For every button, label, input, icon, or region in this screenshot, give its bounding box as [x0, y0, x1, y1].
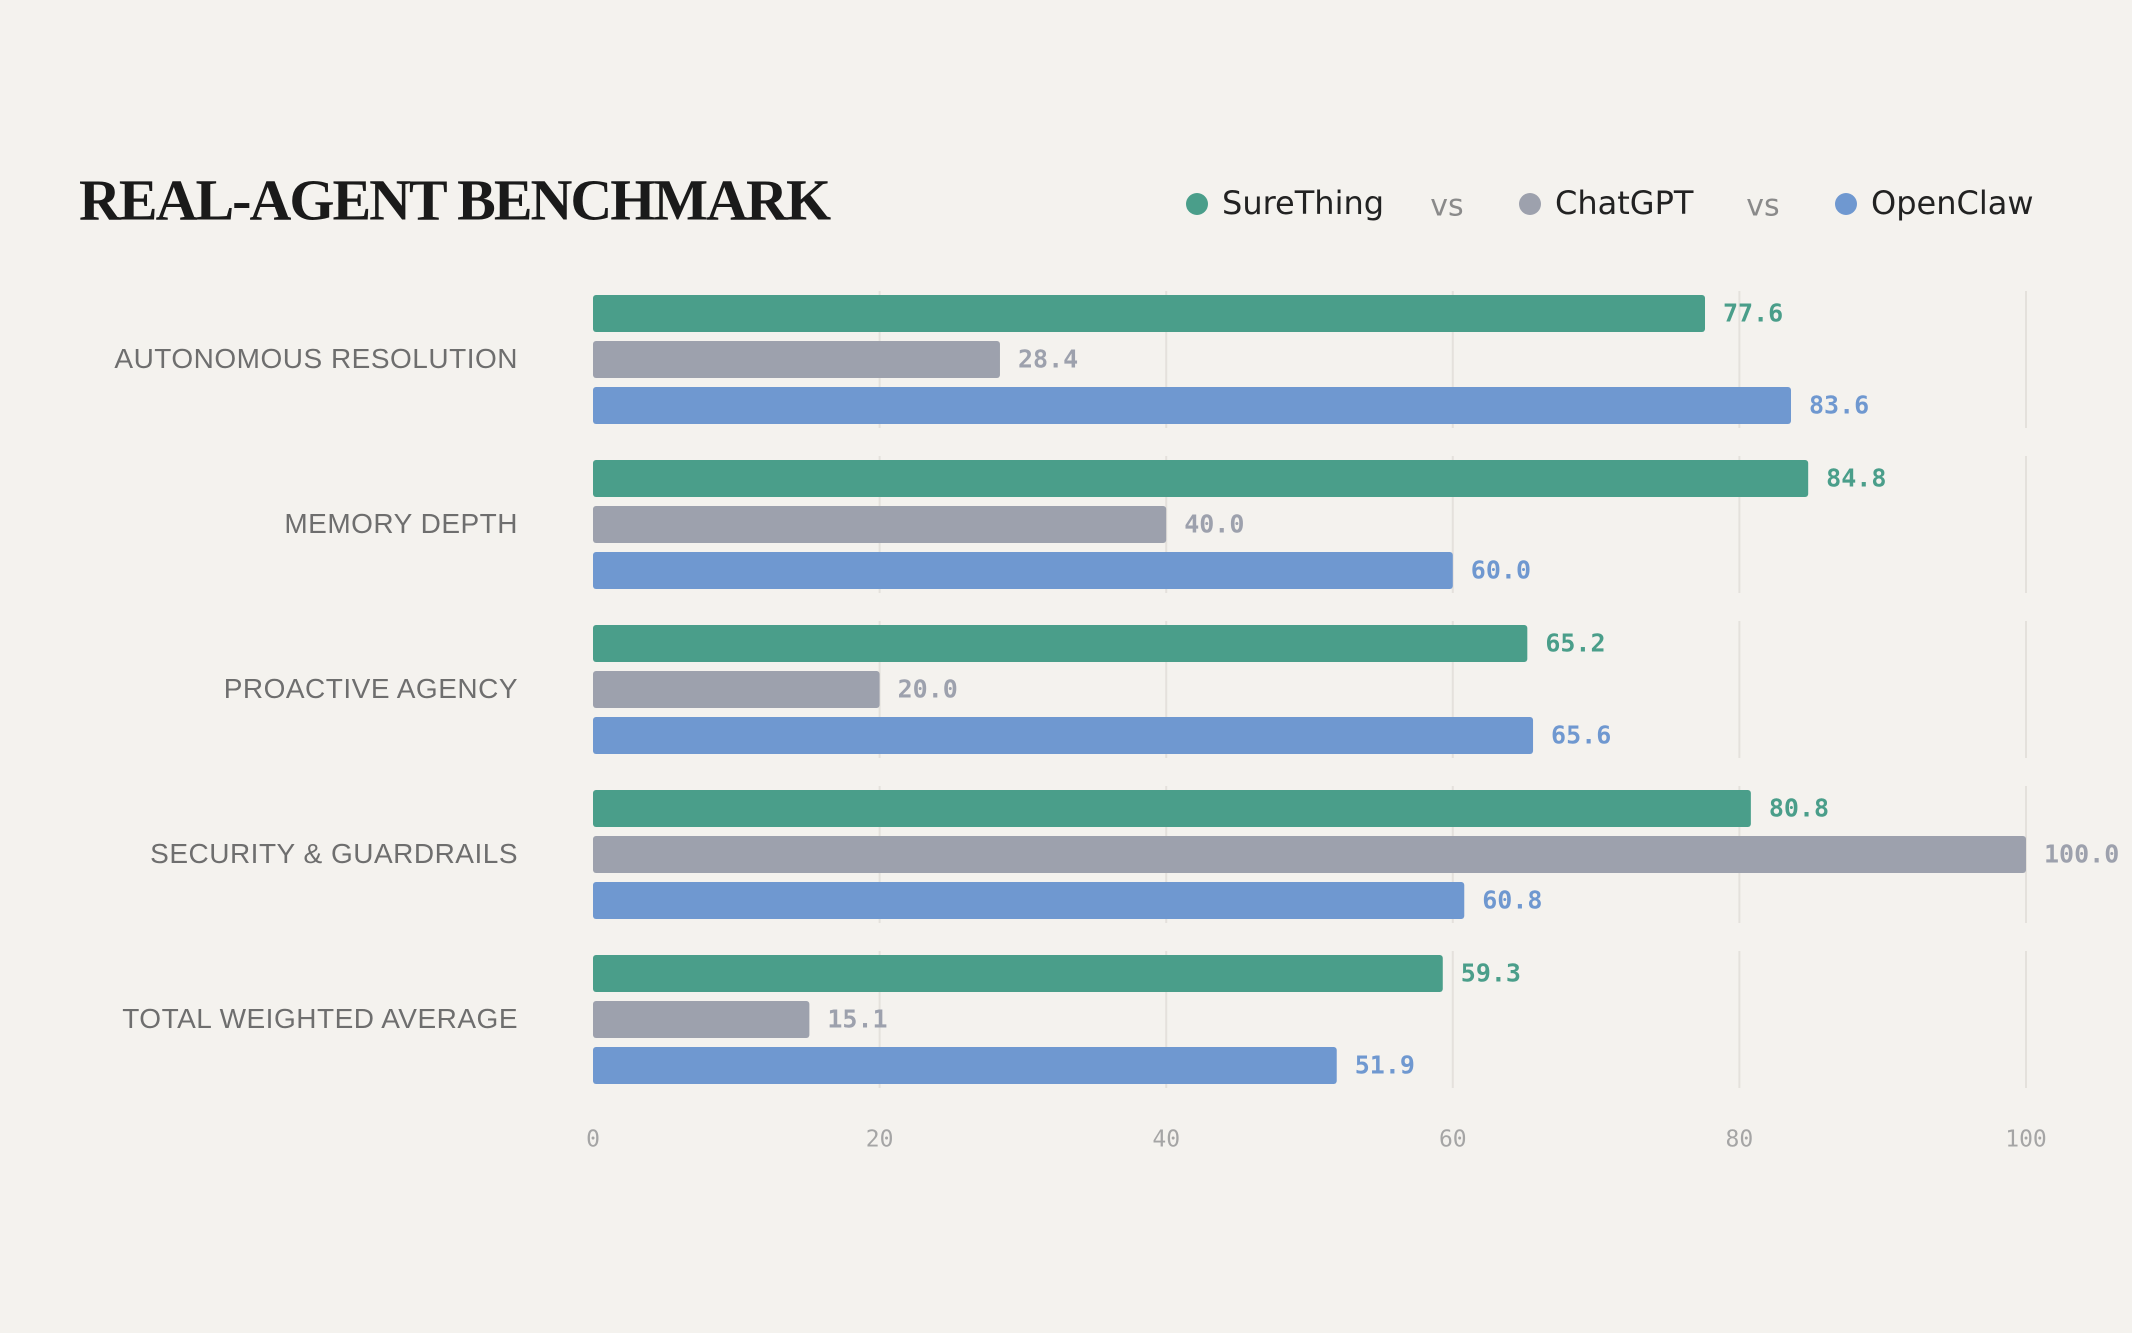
- bar: [593, 836, 2026, 873]
- legend-label: OpenClaw: [1871, 184, 2033, 222]
- bar: [593, 717, 1534, 754]
- value-label: 65.6: [1551, 721, 1611, 750]
- bar: [593, 1047, 1337, 1084]
- value-label: 15.1: [827, 1005, 887, 1034]
- legend-dot: [1186, 193, 1208, 215]
- x-tick-label: 80: [1726, 1127, 1754, 1153]
- category-label: SECURITY & GUARDRAILS: [150, 838, 518, 869]
- bar: [593, 341, 1000, 378]
- bar: [593, 387, 1791, 424]
- value-label: 60.0: [1471, 556, 1531, 585]
- bar: [593, 552, 1453, 589]
- legend-separator: vs: [1746, 189, 1779, 224]
- value-label: 65.2: [1545, 629, 1605, 658]
- x-tick-label: 0: [586, 1127, 600, 1153]
- bar: [593, 1001, 810, 1038]
- value-label: 100.0: [2044, 840, 2119, 869]
- value-label: 83.6: [1809, 391, 1869, 420]
- x-tick-label: 20: [866, 1127, 894, 1153]
- value-label: 80.8: [1769, 794, 1829, 823]
- value-label: 28.4: [1018, 345, 1078, 374]
- legend-label: ChatGPT: [1555, 184, 1694, 222]
- bar: [593, 955, 1443, 992]
- legend-separator: vs: [1430, 189, 1463, 224]
- bar: [593, 506, 1167, 543]
- bar: [593, 882, 1465, 919]
- category-label: MEMORY DEPTH: [284, 508, 518, 539]
- bar: [593, 460, 1809, 497]
- bar: [593, 790, 1751, 827]
- value-label: 84.8: [1826, 464, 1886, 493]
- category-label: AUTONOMOUS RESOLUTION: [114, 343, 518, 374]
- legend-dot: [1835, 193, 1857, 215]
- category-label: TOTAL WEIGHTED AVERAGE: [122, 1003, 518, 1034]
- x-tick-label: 40: [1152, 1127, 1180, 1153]
- legend-dot: [1519, 193, 1541, 215]
- bar: [593, 295, 1706, 332]
- x-tick-label: 100: [2005, 1127, 2047, 1153]
- bar: [593, 671, 880, 708]
- value-label: 77.6: [1723, 299, 1783, 328]
- value-label: 59.3: [1461, 959, 1521, 988]
- value-label: 20.0: [898, 675, 958, 704]
- category-label: PROACTIVE AGENCY: [224, 673, 518, 704]
- bar: [593, 625, 1528, 662]
- value-label: 60.8: [1482, 886, 1542, 915]
- value-label: 40.0: [1184, 510, 1244, 539]
- value-label: 51.9: [1355, 1051, 1415, 1080]
- x-tick-label: 60: [1439, 1127, 1467, 1153]
- legend-label: SureThing: [1222, 184, 1384, 222]
- chart-title: REAL-AGENT BENCHMARK: [79, 167, 831, 232]
